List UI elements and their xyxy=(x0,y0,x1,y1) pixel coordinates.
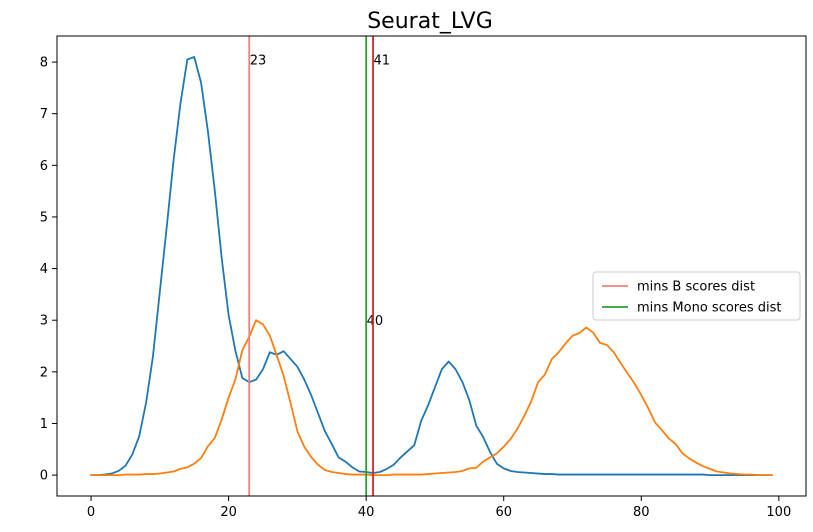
y-tick-label: 5 xyxy=(40,210,48,225)
y-tick-label: 0 xyxy=(40,469,48,484)
legend-box xyxy=(592,271,801,321)
x-tick-label: 80 xyxy=(633,505,650,520)
y-tick-label: 7 xyxy=(40,107,48,122)
y-tick-label: 6 xyxy=(40,159,48,174)
y-tick-label: 1 xyxy=(40,417,48,432)
legend-label: mins B scores dist xyxy=(637,280,755,295)
legend-label: mins Mono scores dist xyxy=(637,301,782,316)
plot-frame xyxy=(56,35,807,497)
series-line-2 xyxy=(90,319,773,476)
legend: mins B scores dist mins Mono scores dist xyxy=(592,271,801,321)
chart-title: Seurat_LVG xyxy=(367,9,493,34)
y-tick-label: 2 xyxy=(40,365,48,380)
reference-lines: 23 40 41 xyxy=(248,36,391,496)
vline-label-41: 41 xyxy=(374,53,391,68)
y-tick-label: 4 xyxy=(40,262,48,277)
vline-label-40: 40 xyxy=(367,314,384,329)
x-tick-label: 0 xyxy=(87,505,95,520)
vline-label-23: 23 xyxy=(250,53,267,68)
x-tick-label: 20 xyxy=(220,505,237,520)
y-tick-label: 3 xyxy=(40,314,48,329)
series-line-1 xyxy=(90,56,773,476)
x-tick-label: 100 xyxy=(766,505,791,520)
y-tick-label: 8 xyxy=(40,56,48,71)
series-layer xyxy=(90,56,773,476)
x-tick-label: 40 xyxy=(358,505,375,520)
x-tick-label: 60 xyxy=(495,505,512,520)
